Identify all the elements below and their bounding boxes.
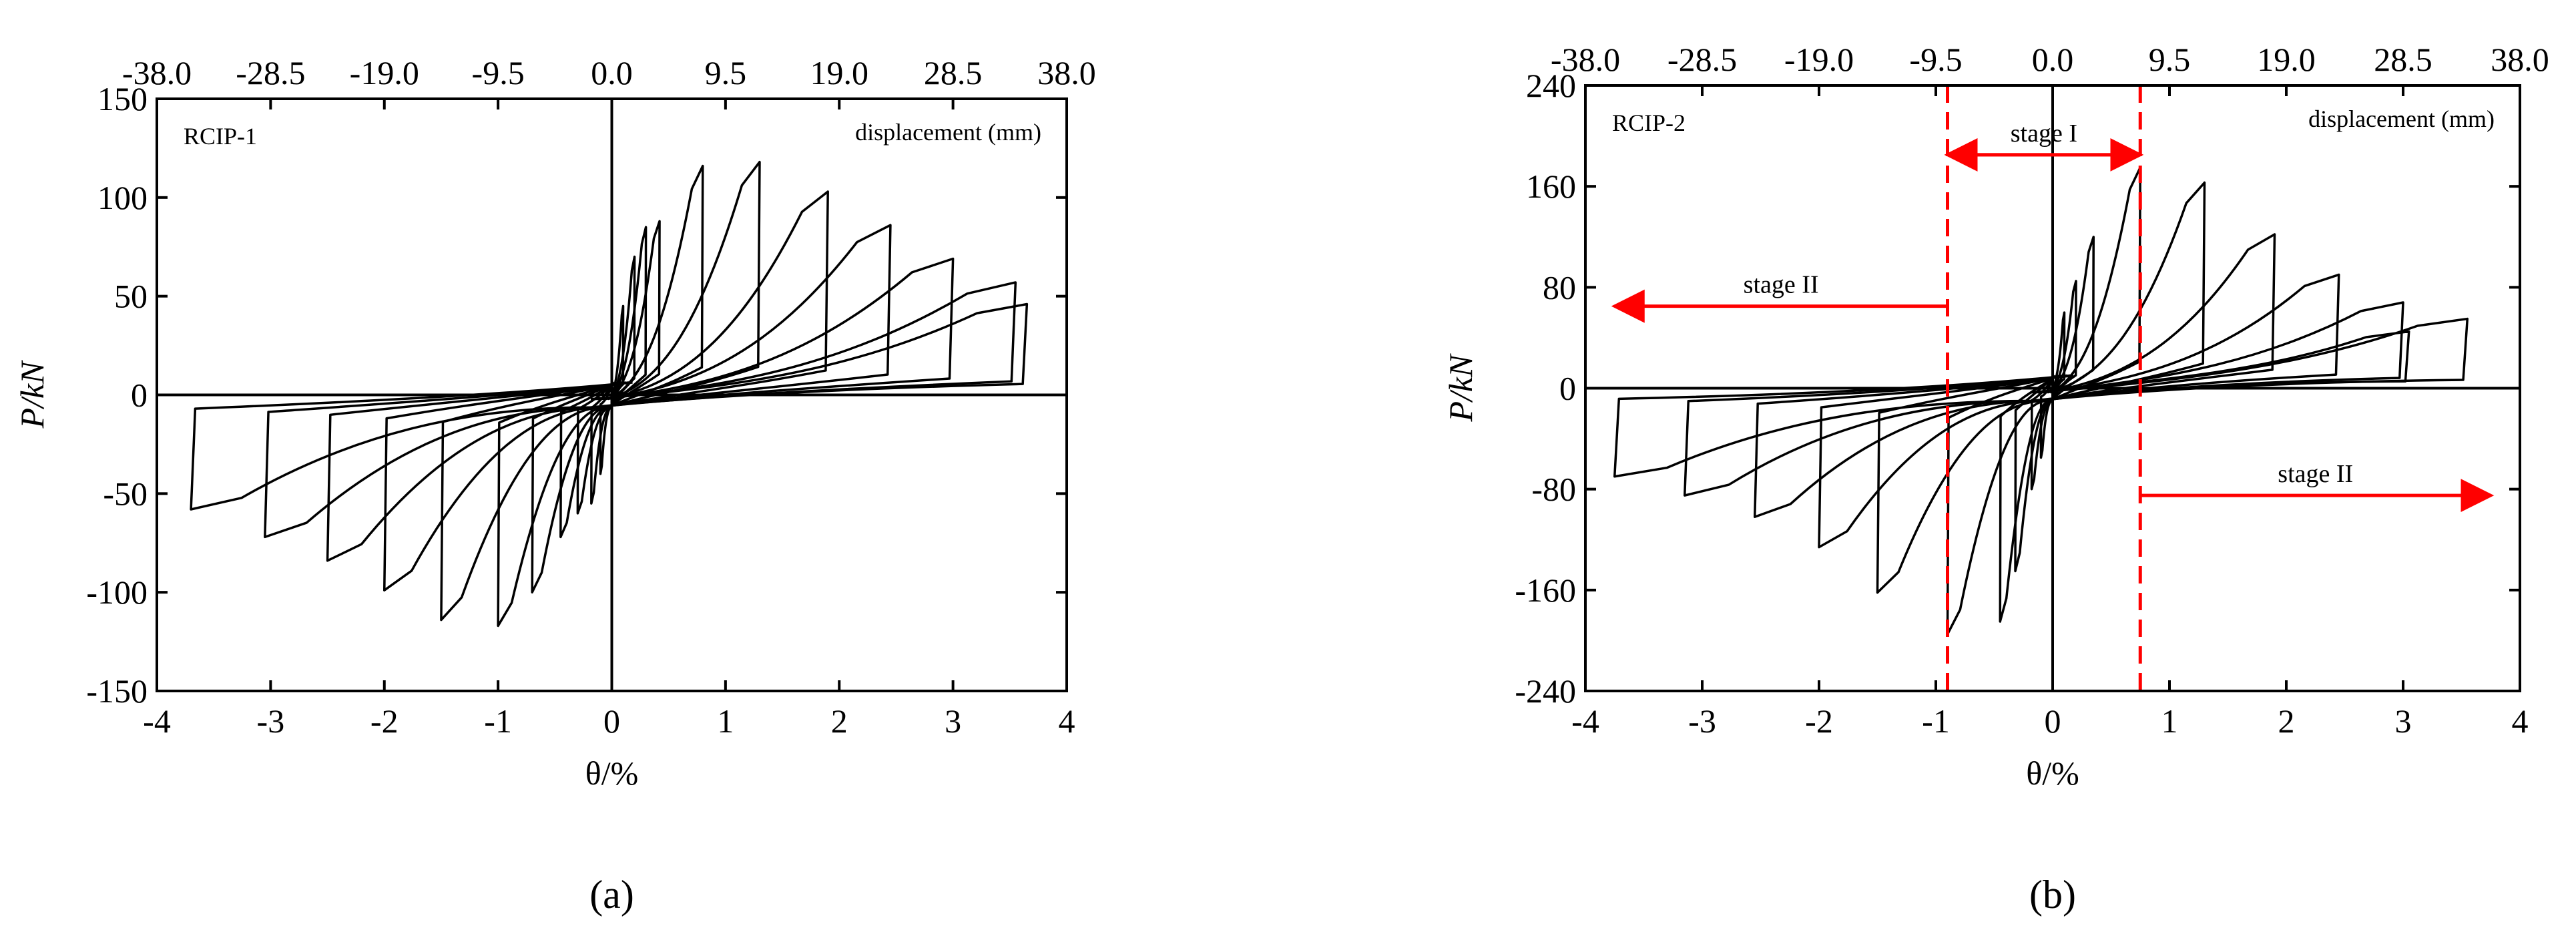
y-tick-label: -100 bbox=[86, 573, 148, 611]
displacement-label-b: displacement (mm) bbox=[2308, 105, 2495, 132]
y-tick-label: 160 bbox=[1526, 168, 1576, 205]
stage-label: stage I bbox=[2011, 120, 2077, 148]
x-tick-label: 4 bbox=[1059, 702, 1075, 740]
specimen-label-a: RCIP-1 bbox=[184, 123, 257, 150]
zero-axes-b bbox=[1585, 85, 2520, 691]
x-tick-label: -1 bbox=[484, 702, 512, 740]
top-tick-label: -19.0 bbox=[350, 54, 419, 91]
ticks-b: -4 -38.0 -3 -28.5 -2 -19.0 -1 -9.5 0 0.0 1 9.5 2 19.0… bbox=[1515, 41, 2549, 740]
x-tick-label: -1 bbox=[1922, 702, 1950, 740]
hysteresis-loop bbox=[1946, 181, 2206, 636]
stage-annotations-b: stage I stage II stage II bbox=[1611, 85, 2495, 691]
hysteresis-loop bbox=[1613, 330, 2410, 478]
x-axis-label-b: θ/% bbox=[2026, 754, 2079, 792]
top-tick-label: 19.0 bbox=[810, 54, 869, 91]
stage-label: stage II bbox=[2278, 460, 2353, 488]
top-tick-label: 28.5 bbox=[924, 54, 983, 91]
top-tick-label: 28.5 bbox=[2374, 41, 2432, 78]
y-tick-label: 150 bbox=[97, 80, 148, 117]
top-tick-label: 38.0 bbox=[2491, 41, 2549, 78]
x-tick-label: -4 bbox=[1571, 702, 1599, 740]
y-tick-label: 0 bbox=[131, 377, 148, 414]
top-tick-label: -9.5 bbox=[472, 54, 525, 91]
panel-caption-b: (b) bbox=[2029, 873, 2076, 917]
top-tick-label: -9.5 bbox=[1909, 41, 1962, 78]
hysteresis-curves-b bbox=[1613, 166, 2469, 636]
hysteresis-loop bbox=[326, 257, 955, 562]
x-tick-label: 1 bbox=[717, 702, 734, 740]
x-axis-label-a: θ/% bbox=[585, 754, 639, 792]
hysteresis-loop bbox=[190, 302, 1029, 511]
top-tick-label: -28.5 bbox=[236, 54, 305, 91]
ticks-a: -4 -38.0 -3 -28.5 -2 -19.0 -1 -9.5 0 0.0 1 9.5 2 19.0… bbox=[86, 54, 1095, 740]
x-tick-label: 2 bbox=[831, 702, 848, 740]
y-tick-label: -50 bbox=[103, 475, 148, 512]
top-tick-label: 0.0 bbox=[591, 54, 633, 91]
panel-a: -4 -38.0 -3 -28.5 -2 -19.0 -1 -9.5 0 0.0 1 9.5 2 19.0… bbox=[13, 54, 1096, 917]
x-tick-label: 3 bbox=[2395, 702, 2412, 740]
x-tick-label: 1 bbox=[2161, 702, 2178, 740]
top-tick-label: 0.0 bbox=[2032, 41, 2074, 78]
y-axis-label-a: P/kN bbox=[13, 360, 51, 429]
top-tick-label: -38.0 bbox=[122, 54, 192, 91]
y-tick-label: -150 bbox=[86, 672, 148, 710]
panel-caption-a: (a) bbox=[589, 873, 634, 917]
x-tick-label: 3 bbox=[945, 702, 961, 740]
stage-label: stage II bbox=[1744, 271, 1819, 299]
panel-b: stage I stage II stage II -4 -38.0 -3 -28.5 -2… bbox=[1442, 41, 2549, 917]
y-tick-label: 0 bbox=[1559, 370, 1576, 407]
x-tick-label: 0 bbox=[2045, 702, 2061, 740]
top-tick-label: 38.0 bbox=[1037, 54, 1096, 91]
x-tick-label: -2 bbox=[370, 702, 399, 740]
x-tick-label: -4 bbox=[143, 702, 171, 740]
top-tick-label: -38.0 bbox=[1551, 41, 1620, 78]
top-tick-label: 9.5 bbox=[705, 54, 747, 91]
y-tick-label: 240 bbox=[1526, 67, 1576, 104]
top-tick-label: -28.5 bbox=[1667, 41, 1737, 78]
y-axis-label-b: P/kN bbox=[1442, 353, 1479, 423]
x-tick-label: -3 bbox=[257, 702, 285, 740]
top-tick-label: 9.5 bbox=[2149, 41, 2191, 78]
zero-axes-a bbox=[157, 99, 1067, 691]
x-tick-label: 4 bbox=[2512, 702, 2529, 740]
y-tick-label: 80 bbox=[1543, 268, 1576, 306]
x-tick-label: -2 bbox=[1805, 702, 1833, 740]
x-tick-label: 0 bbox=[603, 702, 620, 740]
y-tick-label: -160 bbox=[1515, 571, 1576, 609]
x-tick-label: 2 bbox=[2278, 702, 2295, 740]
specimen-label-b: RCIP-2 bbox=[1612, 109, 1686, 136]
y-tick-label: 50 bbox=[114, 278, 148, 315]
y-tick-label: -80 bbox=[1531, 471, 1576, 508]
x-tick-label: -3 bbox=[1688, 702, 1716, 740]
displacement-label-a: displacement (mm) bbox=[855, 119, 1041, 146]
y-tick-label: -240 bbox=[1515, 672, 1576, 710]
y-tick-label: 100 bbox=[97, 179, 148, 216]
top-tick-label: -19.0 bbox=[1784, 41, 1854, 78]
top-tick-label: 19.0 bbox=[2257, 41, 2316, 78]
